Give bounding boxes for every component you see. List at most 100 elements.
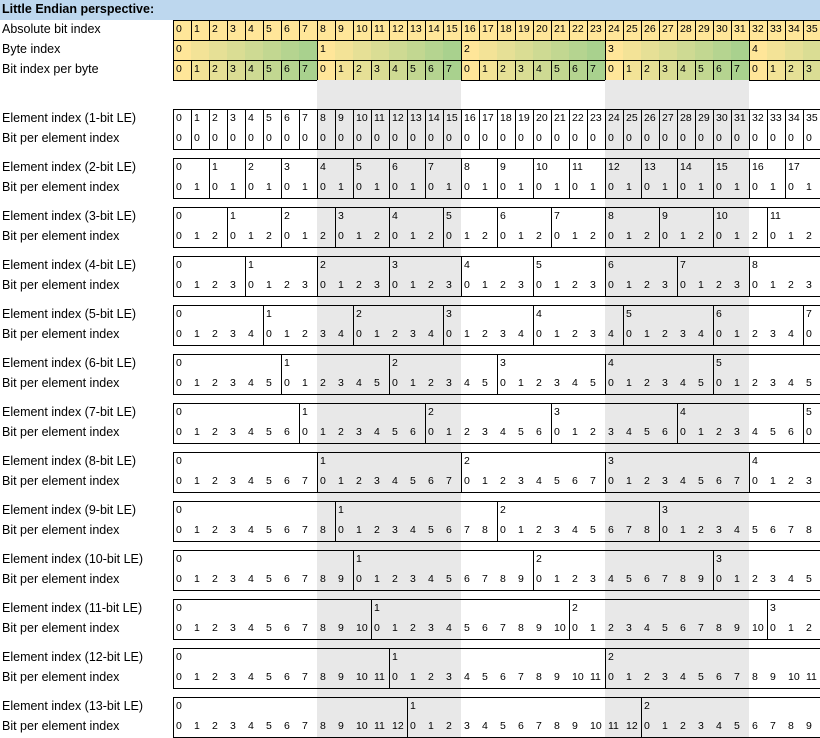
element-index-cell: 1 [284, 357, 290, 369]
grid-line [299, 129, 300, 149]
bit-per-element-cell: 0 [464, 475, 470, 487]
grid-line [461, 40, 462, 60]
bit-per-element-cell: 3 [428, 622, 434, 634]
bit-per-byte-cell: 3 [659, 60, 677, 80]
element-index-cell: 4 [464, 259, 470, 271]
bit-per-element-cell: 1 [770, 475, 776, 487]
bit-per-element-cell: 7 [464, 524, 470, 536]
grid-line [245, 20, 246, 40]
bit-per-element-cell: 3 [230, 377, 236, 389]
bit-per-element-cell: 3 [680, 328, 686, 340]
grid-line [425, 423, 426, 443]
element-index-cell: 4 [536, 308, 542, 320]
element-index-cell [533, 697, 551, 717]
bit-per-element-cell: 2 [212, 573, 218, 585]
absolute-bit-cell: 31 [731, 20, 749, 40]
bit-per-element-cell: 2 [482, 328, 488, 340]
bit-per-element-cell: 0 [176, 426, 182, 438]
bit-per-element-cell: 1 [734, 230, 740, 242]
element-index-cell [461, 697, 479, 717]
bit-per-element-cell: 0 [752, 475, 758, 487]
bit-per-element-cell: 1 [410, 671, 416, 683]
bit-per-element-cell: 1 [194, 475, 200, 487]
element-index-cell [695, 599, 713, 619]
element-index-cell [443, 550, 461, 570]
byte-index-label: Byte index [2, 42, 61, 56]
bit-per-element-cell: 1 [320, 426, 326, 438]
byte-index-cell: 2 [461, 40, 479, 60]
bit-per-element-cell: 0 [554, 230, 560, 242]
element-index-cell [677, 697, 695, 717]
element-index-cell [605, 599, 623, 619]
bit-per-element-cell: 3 [662, 671, 668, 683]
grid-line [731, 129, 732, 149]
element-index-cell [299, 648, 317, 668]
grid-line [389, 178, 390, 198]
element-index-cell [317, 403, 335, 423]
element-index-cell [353, 697, 371, 717]
grid-line [803, 20, 804, 40]
bit-per-element-cell: 9 [572, 720, 578, 732]
element-index-label-6bit: Element index (6-bit LE) [2, 356, 137, 370]
element-index-cell [785, 354, 803, 374]
element-index-cell [785, 501, 803, 521]
bit-per-element-cell: 4 [248, 622, 254, 634]
bit-per-element-cell: 10 [788, 671, 800, 683]
element-index-cell [569, 501, 587, 521]
element-index-cell [317, 648, 335, 668]
bit-per-element-cell: 1 [194, 328, 200, 340]
element-index-cell [191, 697, 209, 717]
element-index-cell [551, 354, 569, 374]
element-index-cell [335, 256, 353, 276]
bit-per-element-cell: 2 [212, 230, 218, 242]
bit-per-element-cell: 7 [302, 622, 308, 634]
bit-per-element-cell: 2 [536, 524, 542, 536]
bit-per-element-cell: 4 [644, 622, 650, 634]
element-index-cell [659, 305, 677, 325]
element-index-cell [569, 305, 587, 325]
grid-line [461, 109, 462, 129]
bit-per-element-cell: 11 [806, 671, 817, 683]
element-index-cell [407, 207, 425, 227]
element-index-cell: 8 [464, 161, 470, 173]
element-index-cell: 29 [698, 112, 710, 124]
element-index-cell [731, 599, 749, 619]
bit-per-element-cell: 0 [428, 426, 434, 438]
bit-per-element-cell: 3 [356, 426, 362, 438]
element-index-cell [479, 452, 497, 472]
element-index-cell [695, 256, 713, 276]
bit-per-element-cell: 9 [698, 573, 704, 585]
element-index-cell [371, 501, 389, 521]
element-index-cell: 0 [176, 700, 182, 712]
grid-line [659, 501, 660, 521]
bit-per-element-cell: 7 [518, 671, 524, 683]
element-index-cell: 4 [320, 161, 326, 173]
element-index-cell [281, 305, 299, 325]
bit-per-element-cell: 1 [338, 181, 344, 193]
bit-per-element-cell: 1 [482, 475, 488, 487]
grid-line [425, 129, 426, 149]
bit-per-element-cell: 3 [518, 279, 524, 291]
element-index-cell: 3 [662, 504, 668, 516]
grid-line [407, 60, 408, 80]
grid-line [713, 60, 714, 80]
bit-per-element-cell: 1 [662, 181, 668, 193]
grid-line [713, 178, 714, 198]
grid-line [605, 256, 606, 276]
grid-line [173, 619, 174, 639]
grid-line [713, 354, 714, 374]
bit-per-element-cell: 1 [554, 279, 560, 291]
element-index-cell: 25 [626, 112, 638, 124]
element-index-cell [677, 501, 695, 521]
bit-per-element-cell: 1 [266, 279, 272, 291]
bit-per-byte-cell: 0 [317, 60, 335, 80]
element-index-cell [335, 403, 353, 423]
byte-index-cell [407, 40, 425, 60]
grid-line [389, 256, 390, 276]
element-index-cell [623, 452, 641, 472]
element-index-cell [785, 207, 803, 227]
bit-per-element-cell: 1 [356, 230, 362, 242]
bit-per-element-cell: 6 [536, 426, 542, 438]
element-index-cell: 0 [176, 602, 182, 614]
bit-per-element-cell: 0 [608, 377, 614, 389]
